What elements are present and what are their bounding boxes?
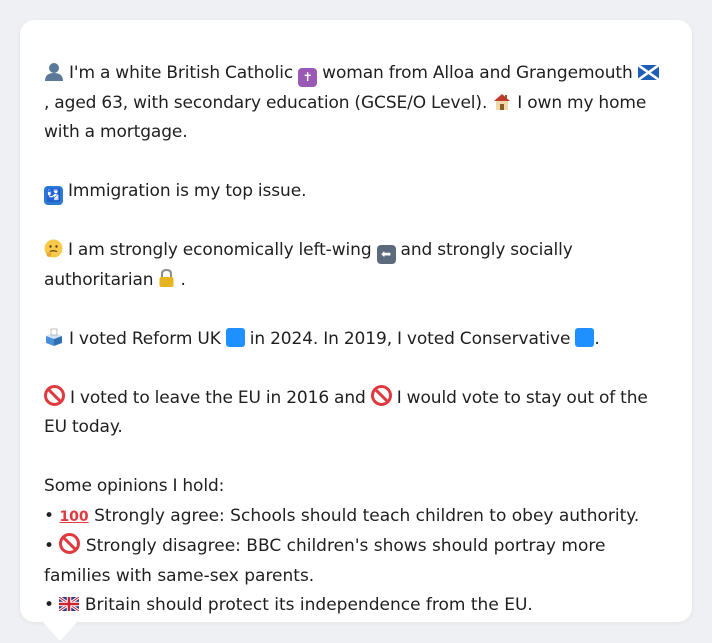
opinion-text: Strongly disagree: BBC children's shows … (44, 536, 606, 586)
thinking-face-icon (44, 239, 68, 260)
opinion-item: • Britain should protect its independenc… (44, 591, 668, 621)
bullet: • (44, 536, 55, 556)
house-icon (492, 93, 517, 113)
intro-paragraph: I'm a white British Catholic ✝ woman fro… (44, 59, 668, 148)
vote-text-b: in 2024. In 2019, I voted Conservative (244, 328, 576, 349)
top-issue-paragraph: 🛂 Immigration is my top issue. (44, 177, 668, 207)
intro-text-d: I own my home with a mortgage. (44, 92, 647, 143)
econ-text-b: and strongly socially authoritarian (44, 240, 573, 290)
passport-control-icon: 🛂 (44, 186, 63, 205)
vote-text-a: I voted Reform UK (69, 328, 226, 349)
blue-square-icon (225, 327, 245, 347)
intro-text-c: , aged 63, with secondary education (GCS… (44, 92, 493, 113)
speech-bubble-tail (42, 621, 78, 641)
hundred-points-icon: 100 (59, 508, 89, 525)
intro-text-b: woman from Alloa and Grangemouth (317, 63, 638, 83)
bullet: • (44, 505, 55, 526)
opinion-text: Strongly agree: Schools should teach chi… (88, 505, 640, 526)
intro-text-a: I'm a white British Catholic (69, 63, 299, 83)
econ-text-c: . (180, 269, 186, 290)
opinion-text: Britain should protect its independence … (84, 595, 533, 615)
eu-text-a: I voted to leave the EU in 2016 and (65, 387, 371, 408)
left-arrow-icon: ⬅ (376, 245, 396, 264)
political-position-paragraph: I am strongly economically left-wing ⬅ a… (44, 236, 668, 295)
econ-text-a: I am strongly economically left-wing (68, 240, 377, 260)
prohibited-icon (44, 384, 65, 406)
profile-card: I'm a white British Catholic ✝ woman fro… (20, 20, 692, 622)
prohibited-icon (59, 533, 81, 554)
person-icon (44, 63, 69, 83)
opinion-item: • Strongly disagree: BBC children's show… (44, 532, 668, 591)
lock-icon (158, 268, 180, 290)
latin-cross-icon: ✝ (298, 68, 318, 87)
opinions-heading: Some opinions I hold: (44, 476, 225, 496)
eu-paragraph: I voted to leave the EU in 2016 and I wo… (44, 384, 668, 443)
eu-text-b: I would vote to stay out of the EU today… (44, 387, 648, 438)
vote-text-c: . (594, 328, 600, 349)
uk-flag-icon (58, 595, 84, 615)
bullet: • (44, 595, 55, 615)
ballot-box-icon (44, 328, 69, 349)
prohibited-icon (370, 384, 392, 406)
scotland-flag-icon (636, 63, 660, 83)
opinion-item: • 100 Strongly agree: Schools should tea… (44, 502, 668, 533)
voting-history-paragraph: I voted Reform UK in 2024. In 2019, I vo… (44, 325, 668, 355)
blue-square-icon (575, 327, 595, 347)
top-issue-text: Immigration is my top issue. (63, 181, 307, 201)
